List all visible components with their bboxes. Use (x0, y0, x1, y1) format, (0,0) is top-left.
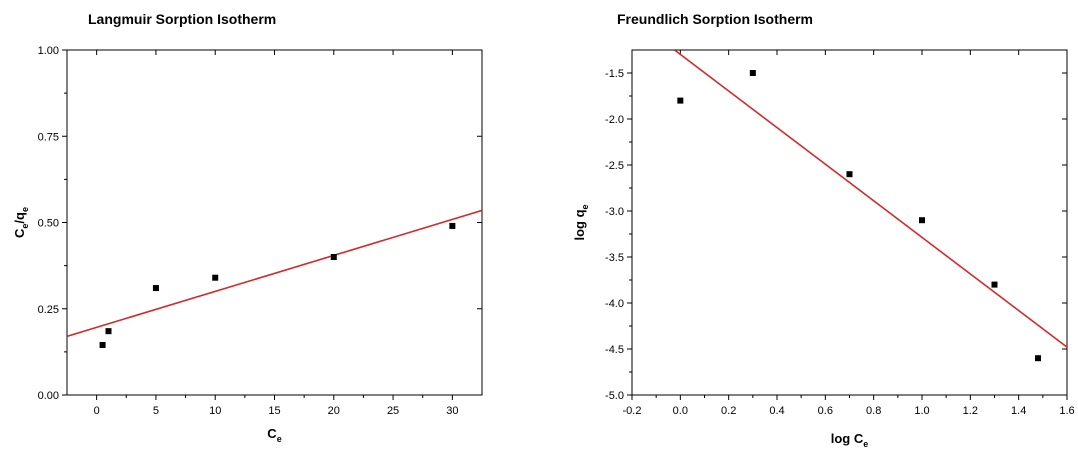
y-tick-label: 0.25 (38, 304, 59, 316)
y-tick-label: -5.0 (605, 390, 624, 402)
langmuir-chart-title: Langmuir Sorption Isotherm (88, 11, 277, 27)
fit-line (674, 50, 1067, 348)
y-tick-label: 0.75 (38, 131, 59, 143)
data-point (846, 171, 853, 178)
fit-line (67, 209, 482, 338)
x-tick-label: 20 (328, 405, 340, 417)
y-axis-label: Ce/qe (12, 207, 30, 238)
data-point (919, 217, 925, 224)
plot-frame (631, 49, 1068, 396)
x-tick-label: 15 (268, 405, 280, 417)
y-tick-label: -1.5 (605, 68, 624, 80)
data-point (99, 341, 106, 348)
data-point (152, 285, 159, 292)
y-tick-label: -2.0 (605, 114, 624, 126)
y-tick-label: -3.0 (605, 206, 624, 218)
y-tick-label: 0.00 (38, 390, 59, 402)
y-tick-label: -3.5 (605, 252, 624, 264)
x-axis-label: Ce (267, 426, 281, 444)
x-tick-label: 1.6 (1059, 405, 1074, 417)
data-point (1035, 355, 1041, 362)
data-point (449, 222, 456, 229)
x-tick-label: 1.0 (914, 405, 929, 417)
y-tick-label: -4.0 (605, 298, 624, 310)
data-point (991, 281, 998, 288)
x-tick-label: 25 (387, 405, 399, 417)
x-tick-label: 0.2 (721, 405, 736, 417)
data-point (330, 254, 337, 260)
data-point (677, 97, 684, 104)
x-tick-label: 30 (446, 405, 458, 417)
x-tick-label: 0.0 (673, 405, 688, 417)
y-tick-label: -4.5 (605, 344, 624, 356)
x-tick-label: 5 (153, 405, 159, 417)
y-tick-label: 0.50 (38, 218, 59, 230)
x-tick-label: 1.4 (1011, 405, 1026, 417)
x-tick-label: 0.6 (818, 405, 833, 417)
x-axis-label: log Ce (831, 431, 869, 449)
x-tick-label: 10 (209, 405, 221, 417)
x-tick-label: -0.2 (623, 405, 642, 417)
y-axis-label: log qe (572, 204, 590, 240)
x-tick-label: 0 (94, 405, 100, 417)
langmuir-chart: 0 5 10 15 20 25 30 0.00 0.25 0.50 0.75 1.00 Ce Ce/qe (12, 45, 483, 444)
freundlich-chart-title: Freundlich Sorption Isotherm (617, 11, 814, 27)
data-point (212, 274, 219, 281)
plot-frame (66, 49, 483, 396)
freundlich-chart: -0.2 0.0 0.2 0.4 0.6 0.8 1.0 1.2 1.4 1.6 -5.0 -4.5 -… (572, 49, 1075, 449)
y-tick-label: 1.00 (38, 45, 59, 57)
x-tick-label: 0.4 (769, 405, 784, 417)
data-point (749, 70, 756, 76)
y-tick-label: -2.5 (605, 160, 624, 172)
data-point (105, 328, 112, 335)
x-tick-label: 0.8 (866, 405, 881, 417)
x-tick-label: 1.2 (963, 405, 978, 417)
